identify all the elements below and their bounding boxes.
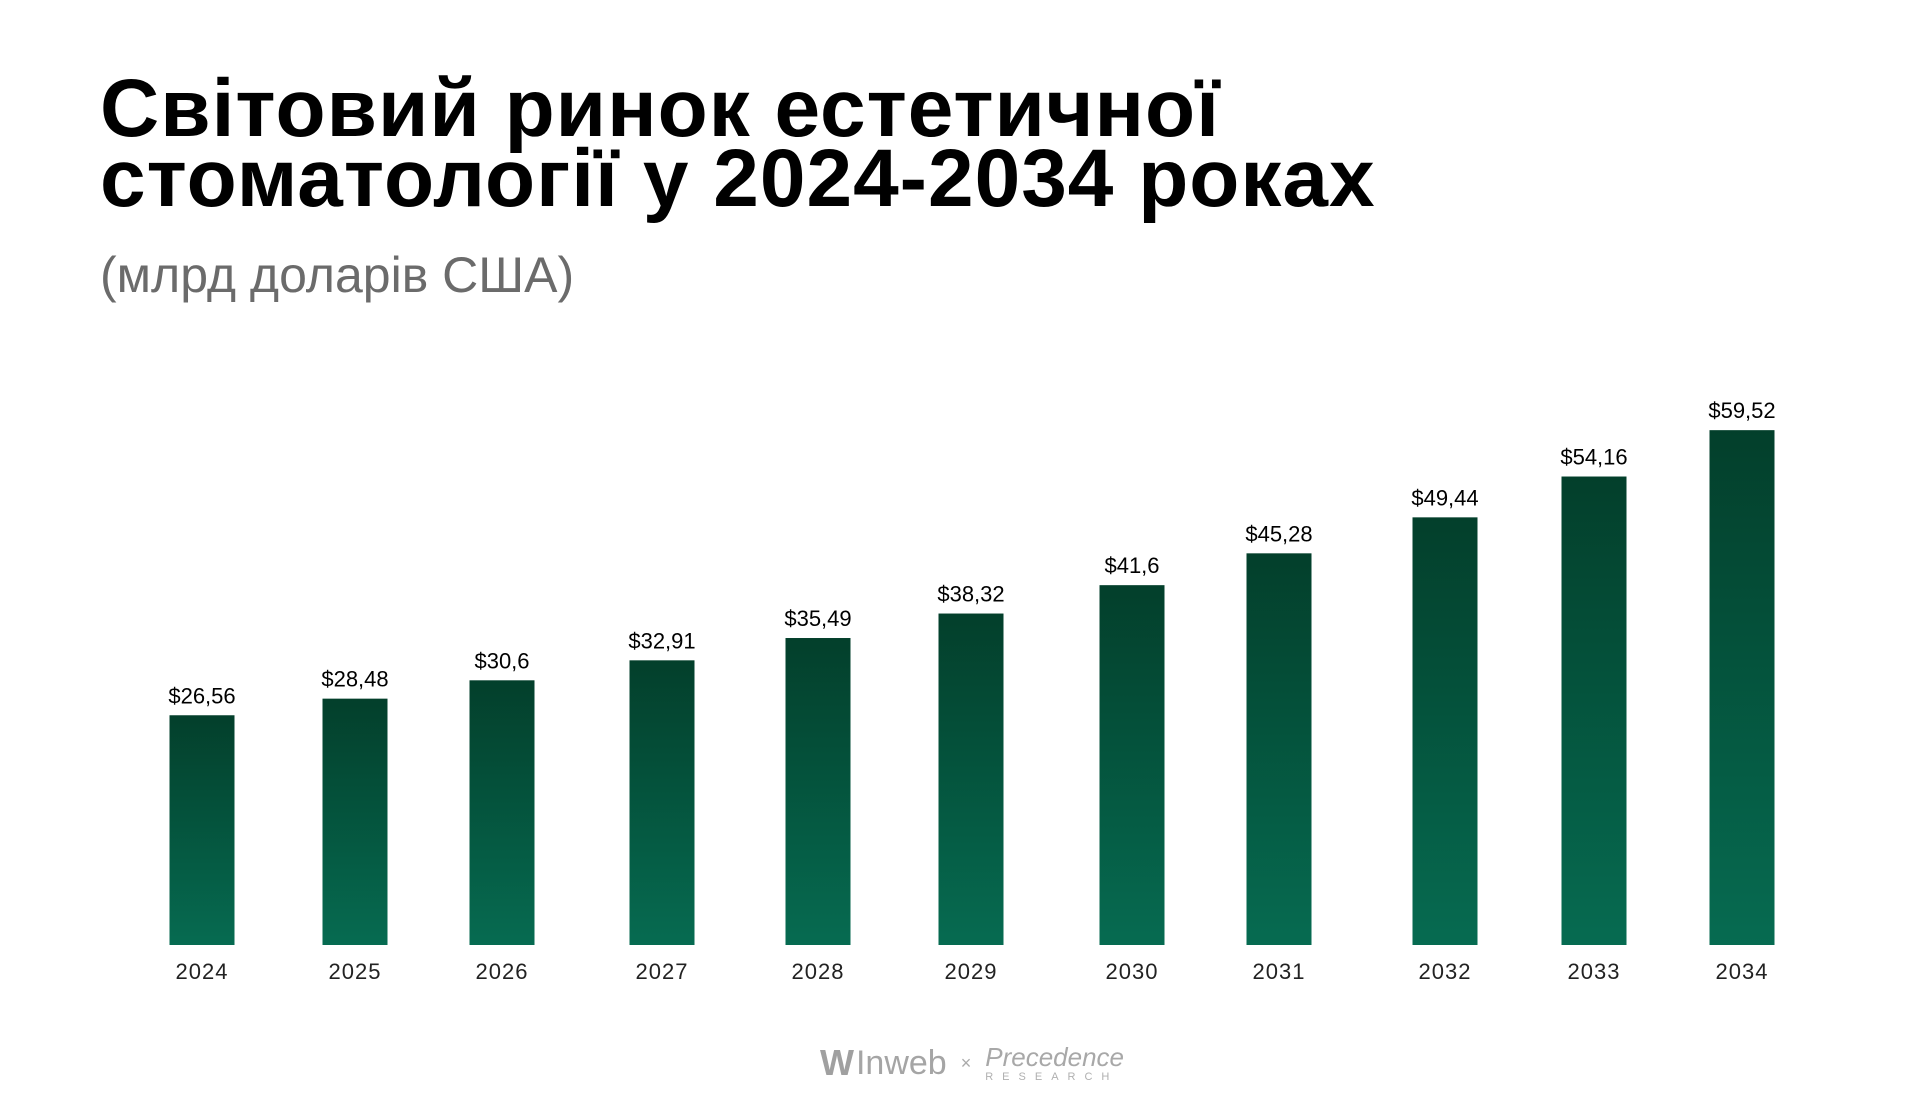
title-line-1: Світовий ринок естетичної xyxy=(100,63,1221,154)
x-tick-label-2025: 2025 xyxy=(329,959,382,984)
data-label-2031: $45,28 xyxy=(1245,521,1312,546)
footer-logos: W Inweb × Precedence RESEARCH xyxy=(820,1042,1124,1084)
bar-2032 xyxy=(1412,517,1478,945)
data-label-2034: $59,52 xyxy=(1708,398,1775,423)
precedence-logo-text: Precedence xyxy=(985,1041,1124,1072)
x-tick-label-2031: 2031 xyxy=(1253,959,1306,984)
data-label-2025: $28,48 xyxy=(321,667,388,692)
bar-2025 xyxy=(322,698,388,945)
x-tick-label-2030: 2030 xyxy=(1106,959,1159,984)
x-tick-label-2034: 2034 xyxy=(1716,959,1769,984)
data-label-2032: $49,44 xyxy=(1411,485,1478,510)
bar-2029 xyxy=(938,613,1004,945)
x-tick-label-2032: 2032 xyxy=(1419,959,1472,984)
inweb-logo: W Inweb xyxy=(820,1042,947,1084)
bar-2034 xyxy=(1709,430,1775,946)
bar-2027 xyxy=(629,660,695,945)
inweb-logo-text: Inweb xyxy=(855,1043,947,1082)
chart-title: Світовий ринок естетичної стоматології у… xyxy=(100,63,1376,224)
data-label-2024: $26,56 xyxy=(168,683,235,708)
data-label-2033: $54,16 xyxy=(1560,445,1627,470)
precedence-research-logo: Precedence RESEARCH xyxy=(985,1044,1124,1083)
x-tick-label-2028: 2028 xyxy=(792,959,845,984)
inweb-w-icon: W xyxy=(820,1042,854,1083)
title-line-2: стоматології у 2024-2034 роках xyxy=(100,133,1376,224)
x-tick-label-2024: 2024 xyxy=(176,959,229,984)
data-label-2026: $30,6 xyxy=(474,648,529,673)
x-tick-label-2029: 2029 xyxy=(945,959,998,984)
bar-2024 xyxy=(169,715,235,945)
bar-2030 xyxy=(1099,585,1165,945)
x-tick-label-2026: 2026 xyxy=(476,959,529,984)
data-label-2028: $35,49 xyxy=(784,606,851,631)
x-tick-label-2027: 2027 xyxy=(636,959,689,984)
data-label-2027: $32,91 xyxy=(628,628,695,653)
x-tick-label-2033: 2033 xyxy=(1568,959,1621,984)
chart-subtitle: (млрд доларів США) xyxy=(100,247,575,303)
bar-2031 xyxy=(1246,553,1312,945)
data-label-2029: $38,32 xyxy=(937,582,1004,607)
bar-2033 xyxy=(1561,476,1627,945)
bar-2026 xyxy=(469,680,535,945)
bar-2028 xyxy=(785,638,851,945)
data-label-2030: $41,6 xyxy=(1104,553,1159,578)
research-logo-text: RESEARCH xyxy=(985,1070,1119,1083)
logo-separator: × xyxy=(960,1052,972,1073)
